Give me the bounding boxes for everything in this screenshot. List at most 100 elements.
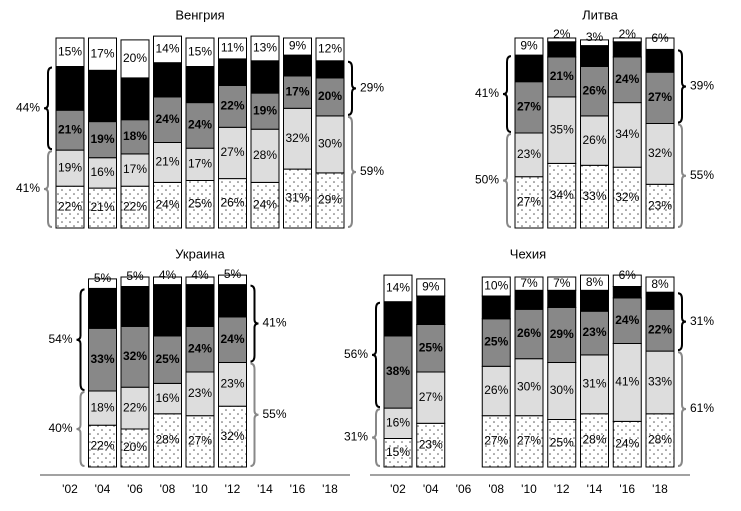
data-label: 25% <box>188 196 212 210</box>
data-label: 11% <box>286 58 310 72</box>
bar-segment <box>55 37 85 67</box>
data-label: 14% <box>517 61 541 75</box>
bracket-label: 31% <box>690 314 714 328</box>
bar-segment <box>383 438 413 468</box>
data-label: 14% <box>155 42 179 56</box>
data-label: 9% <box>289 39 307 53</box>
x-tick-label: '02 <box>62 482 78 496</box>
bar-segment <box>481 415 511 468</box>
data-label: 7% <box>553 276 571 290</box>
bar-segment <box>120 119 150 155</box>
data-label: 22% <box>58 199 82 213</box>
bar-segment <box>481 276 511 297</box>
data-label: 16% <box>386 415 410 429</box>
data-label: 27% <box>517 100 541 114</box>
bracket <box>250 362 259 467</box>
data-label: 28% <box>648 433 672 447</box>
data-label: 19% <box>90 132 114 146</box>
data-label: 5% <box>126 269 144 283</box>
bar-segment <box>612 56 642 104</box>
bracket <box>347 115 357 228</box>
data-label: 12% <box>648 53 672 67</box>
data-label: 8% <box>619 42 637 56</box>
data-label: 9% <box>422 280 440 294</box>
data-label: 15% <box>419 302 443 316</box>
bracket-label: 41% <box>263 316 287 330</box>
bracket <box>677 123 687 228</box>
data-label: 23% <box>58 81 82 95</box>
data-label: 2% <box>619 27 637 41</box>
bar-segment <box>250 35 280 62</box>
bracket-label: 44% <box>16 100 40 114</box>
data-label: 12% <box>484 300 508 314</box>
bar-segment <box>185 415 215 468</box>
bar-segment <box>547 37 577 43</box>
data-label: 27% <box>648 90 672 104</box>
bar-segment <box>547 96 577 164</box>
bar-segment <box>153 276 182 286</box>
data-label: 22% <box>123 199 147 213</box>
bar-segment <box>218 126 247 180</box>
data-label: 32% <box>285 131 309 145</box>
data-label: 17% <box>220 293 244 307</box>
bracket-label: 56% <box>344 347 368 361</box>
bar-segment <box>315 172 345 229</box>
bracket-label: 39% <box>690 79 714 93</box>
bar-segment <box>283 107 312 170</box>
data-label: 4% <box>159 268 177 282</box>
bar-segment <box>580 310 609 356</box>
bar-segment <box>185 325 215 373</box>
bar-segment <box>315 37 345 62</box>
bracket-label: 31% <box>344 430 368 444</box>
data-label: 9% <box>520 39 538 53</box>
data-label: 32% <box>615 190 639 204</box>
data-label: 24% <box>615 436 639 450</box>
bar-segment <box>185 37 215 67</box>
bar-segment <box>250 92 280 130</box>
data-label: 25% <box>419 340 443 354</box>
bracket <box>347 60 357 116</box>
data-label: 15% <box>188 44 212 58</box>
bracket-label: 54% <box>48 332 72 346</box>
bracket-label: 55% <box>690 168 714 182</box>
data-label: 24% <box>253 197 277 211</box>
bar-segment <box>547 419 577 468</box>
data-label: 20% <box>123 440 147 454</box>
bar-segment <box>120 386 150 430</box>
data-label: 5% <box>94 271 112 285</box>
x-tick-label: '12 <box>225 482 241 496</box>
data-label: 26% <box>582 83 606 97</box>
bar-segment <box>153 96 182 143</box>
data-label: 24% <box>220 332 244 346</box>
data-label: 19% <box>188 77 212 91</box>
data-label: 18% <box>123 129 147 143</box>
bar-segment <box>547 162 577 229</box>
bar-segment <box>612 37 642 43</box>
bracket-label: 50% <box>475 173 499 187</box>
data-label: 8% <box>553 42 571 56</box>
bar-segment <box>547 306 577 363</box>
data-label: 22% <box>220 99 244 113</box>
data-label: 12% <box>318 42 342 56</box>
bar-segment <box>612 343 642 422</box>
data-label: 23% <box>517 147 541 161</box>
bar-segment <box>185 371 215 417</box>
bar-segment <box>645 350 675 415</box>
data-label: 5% <box>224 267 242 281</box>
data-label: 28% <box>582 433 606 447</box>
bar-segment <box>88 424 117 468</box>
data-label: 18% <box>386 311 410 325</box>
data-label: 21% <box>550 69 574 83</box>
data-label: 28% <box>253 148 277 162</box>
bar-segment <box>88 390 117 426</box>
bar-segment <box>645 123 675 185</box>
bar-segment <box>383 274 413 303</box>
bar-segment <box>185 276 215 286</box>
bar-segment <box>55 109 85 151</box>
bar-segment <box>514 415 544 468</box>
x-tick-label: '18 <box>322 482 338 496</box>
bar-segment <box>153 181 182 229</box>
bar-segment <box>153 382 182 415</box>
data-label: 23% <box>582 325 606 339</box>
data-label: 27% <box>517 195 541 209</box>
